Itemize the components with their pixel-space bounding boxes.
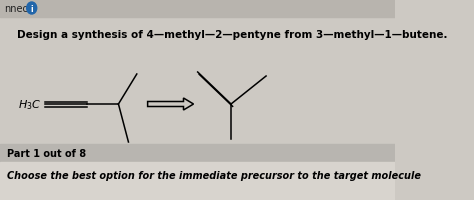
Text: i: i [30, 4, 33, 13]
Text: Part 1 out of 8: Part 1 out of 8 [7, 148, 86, 158]
Text: nnect: nnect [4, 4, 32, 14]
Bar [0, 0, 395, 18]
Text: Choose the best option for the immediate precursor to the target molecule: Choose the best option for the immediate… [7, 170, 420, 180]
Text: $H_3C$: $H_3C$ [18, 98, 42, 111]
Text: Design a synthesis of 4—methyl—2—pentyne from 3—methyl—1—butene.: Design a synthesis of 4—methyl—2—pentyne… [17, 30, 447, 40]
Circle shape [27, 3, 36, 15]
Bar [0, 162, 395, 200]
Bar [0, 144, 395, 162]
